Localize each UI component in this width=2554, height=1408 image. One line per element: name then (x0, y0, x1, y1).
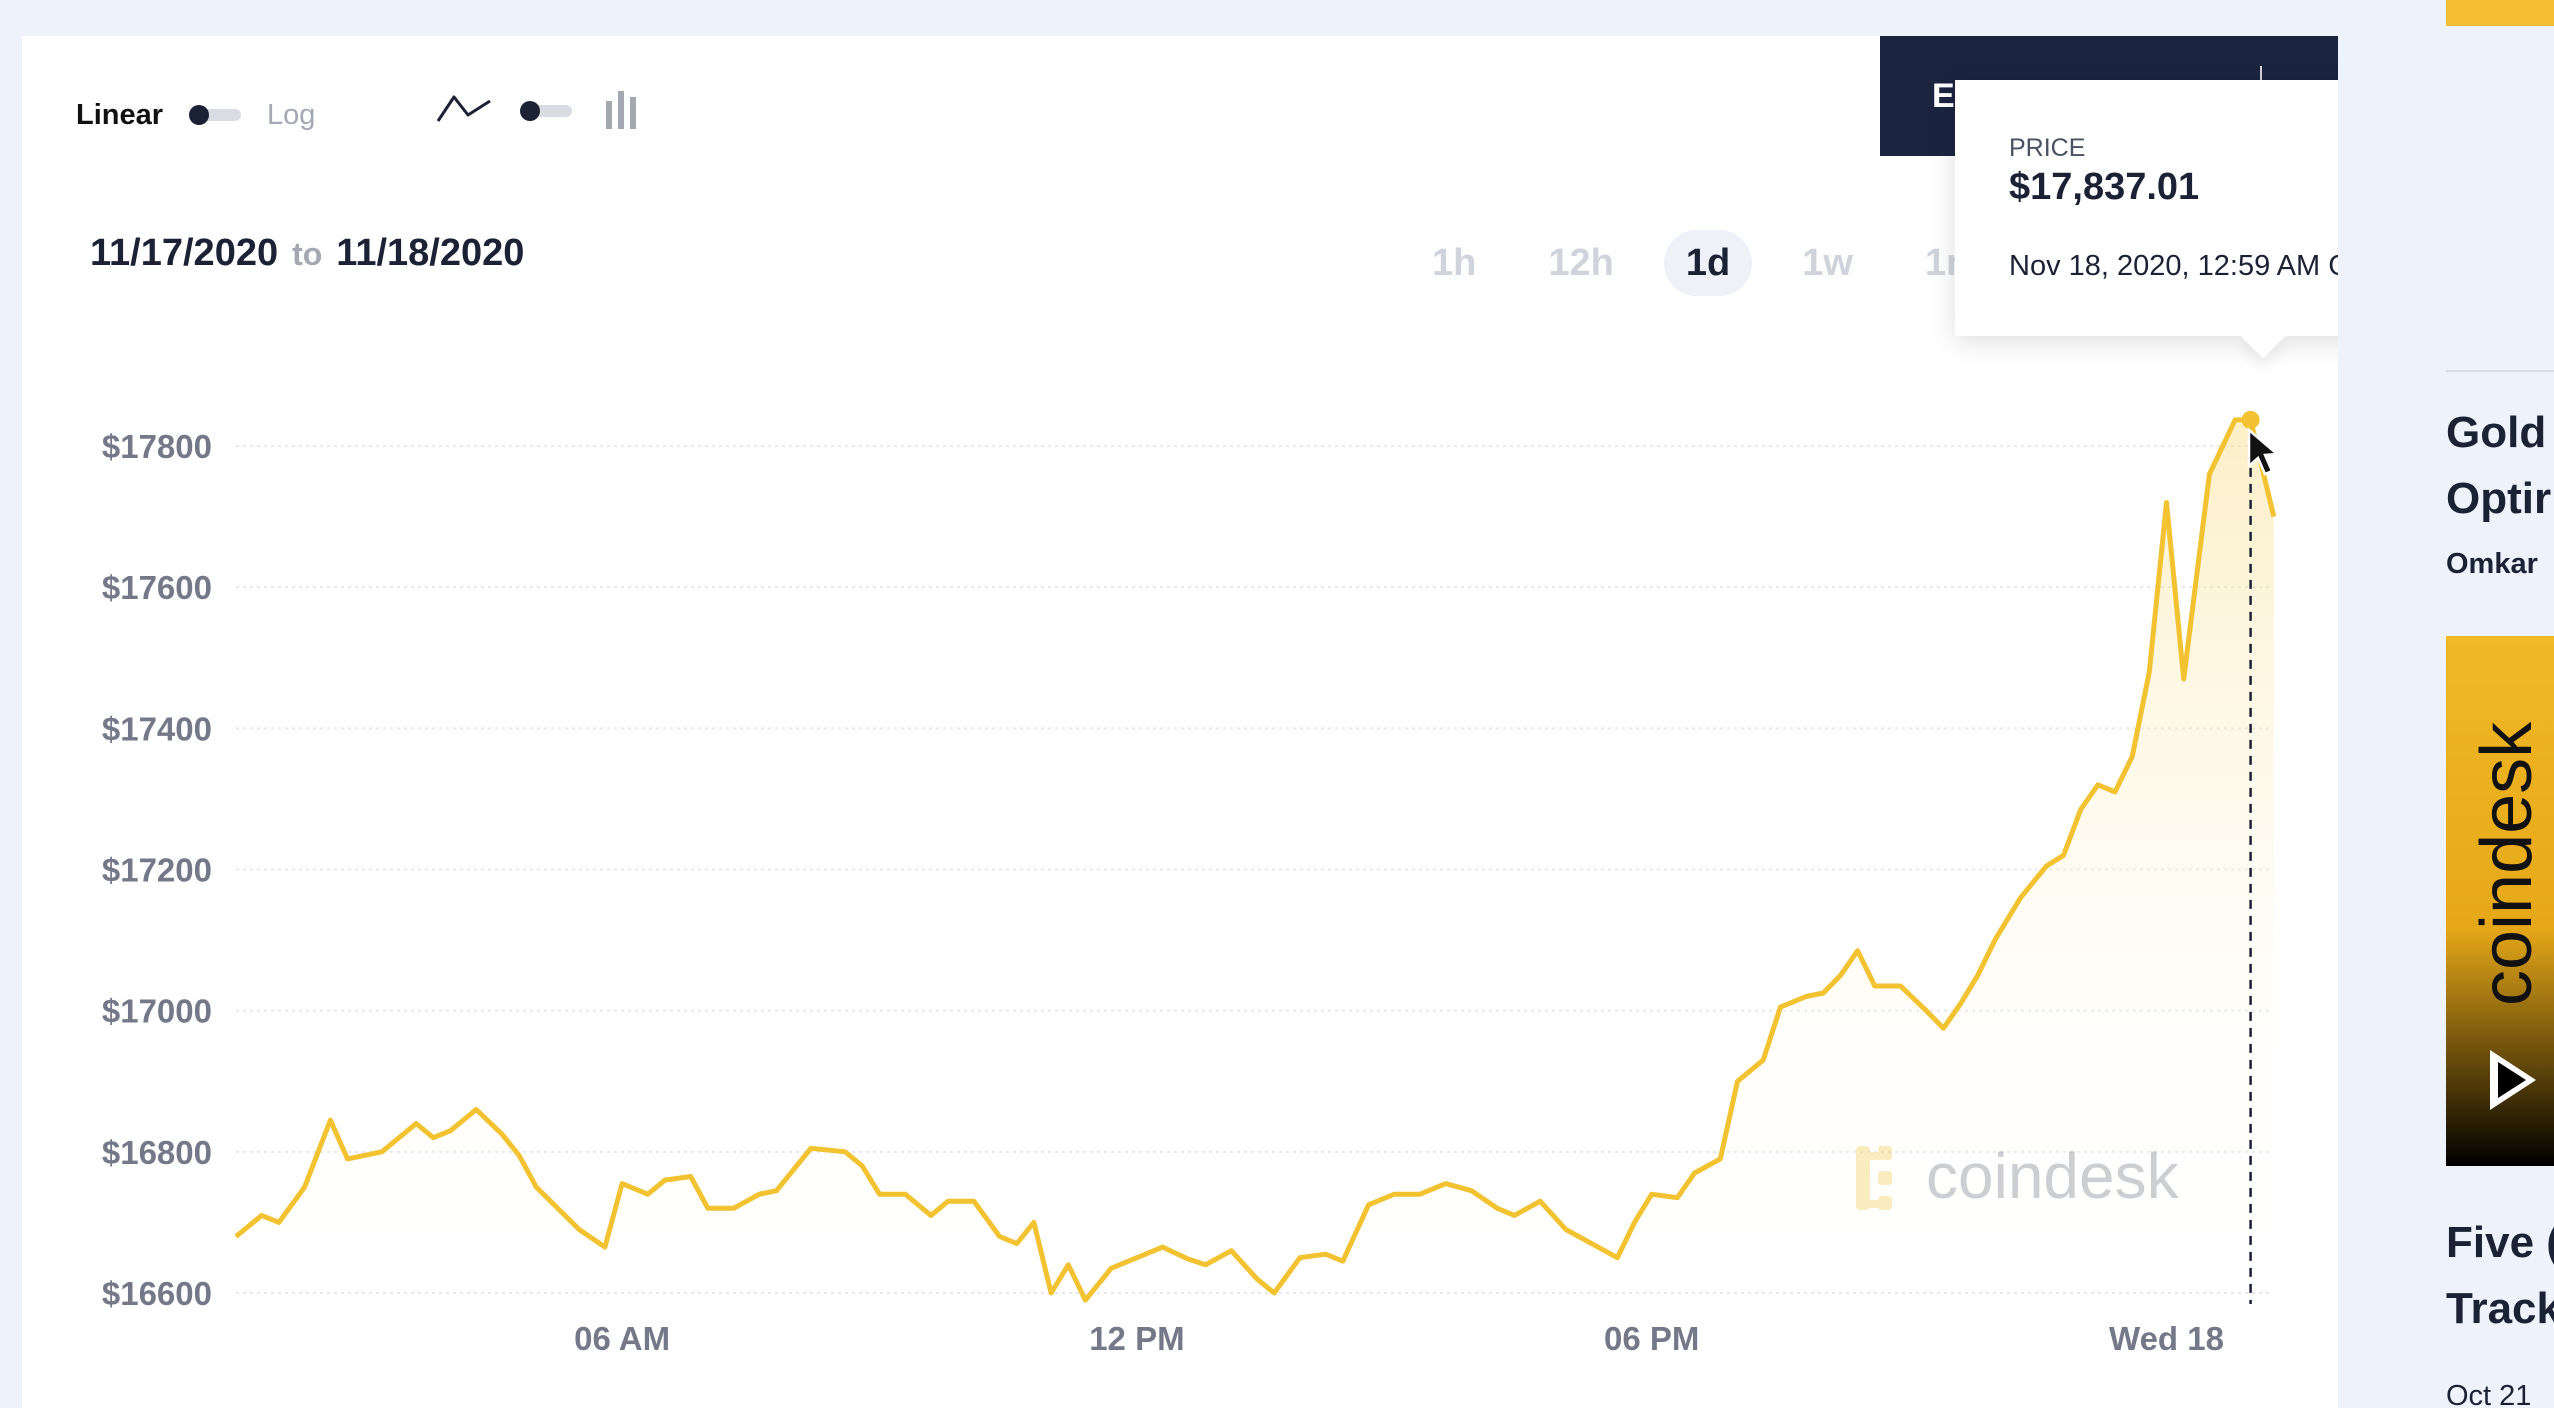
range-tabs: 1h 12h 1d 1w 1m (1410, 230, 2030, 296)
date-range: 11/17/2020 to 11/18/2020 (90, 232, 524, 275)
article-title-1[interactable]: Gold Optir (2446, 400, 2551, 532)
y-tick-label: $17200 (102, 852, 212, 889)
chart-type-switch-knob (520, 101, 540, 121)
article-author[interactable]: Omkar (2446, 548, 2538, 580)
watermark-text: coindesk (1926, 1140, 2180, 1212)
scale-switch-knob (189, 105, 210, 125)
chart-type-toggle[interactable] (434, 86, 642, 136)
tab-1d[interactable]: 1d (1663, 230, 1753, 296)
x-axis-ticks: 06 AM 12 PM 06 PM Wed 18 (574, 1320, 2224, 1357)
article-date: Oct 21 (2446, 1380, 2532, 1408)
y-tick-label: $16600 (102, 1275, 212, 1312)
video-thumbnail[interactable]: coindesk (2446, 636, 2554, 1166)
y-tick-label: $17000 (102, 993, 212, 1030)
cursor-icon (2247, 427, 2281, 476)
hover-point[interactable] (2241, 410, 2260, 429)
chart-type-switch[interactable] (520, 101, 572, 121)
sidebar-divider (2446, 370, 2554, 372)
price-line (234, 417, 2277, 1303)
grid-lines (236, 445, 2272, 1294)
date-to[interactable]: 11/18/2020 (336, 232, 525, 274)
article-title-2[interactable]: Five ( Track (2446, 1210, 2554, 1342)
price-chart: $17800 $17600 $17400 $17200 $17000 $16800 $166… (101, 410, 2281, 1357)
bar-chart-icon[interactable] (602, 87, 642, 136)
tab-12h[interactable]: 12h (1548, 242, 1614, 284)
news-sidebar: Gold Optir Omkar coindesk Five ( Track O… (2338, 0, 2554, 1408)
y-tick-label: $17800 (102, 428, 212, 465)
date-from[interactable]: 11/17/2020 (90, 232, 279, 274)
tab-1h[interactable]: 1h (1432, 242, 1477, 284)
tooltip-label: PRICE (2009, 134, 2086, 162)
y-tick-label: $16800 (102, 1134, 212, 1171)
article-title-2-line1[interactable]: Five ( (2446, 1218, 2554, 1267)
article-title-1-line2[interactable]: Optir (2446, 474, 2552, 523)
x-tick-label: Wed 18 (2109, 1320, 2224, 1357)
export-button-label: E (1932, 76, 1955, 115)
y-axis-ticks: $17800 $17600 $17400 $17200 $17000 $16800 $166… (102, 428, 212, 1312)
y-tick-label: $17400 (102, 710, 212, 747)
sidebar-accent (2446, 0, 2554, 26)
x-tick-label: 06 AM (574, 1320, 670, 1357)
tooltip-price: $17,837.01 (2009, 166, 2200, 208)
tab-1w[interactable]: 1w (1802, 242, 1853, 284)
video-brand-text: coindesk (2467, 721, 2547, 1006)
x-tick-label: 06 PM (1604, 1320, 1699, 1357)
scale-log-label[interactable]: Log (267, 98, 316, 131)
scale-toggle[interactable]: Linear Log (76, 90, 315, 140)
article-title-1-line1[interactable]: Gold (2446, 408, 2547, 457)
y-tick-label: $17600 (102, 569, 212, 606)
coindesk-watermark: coindesk (1856, 1140, 2180, 1212)
article-title-2-line2[interactable]: Track (2446, 1284, 2554, 1333)
x-tick-label: 12 PM (1089, 1320, 1184, 1357)
line-chart-icon[interactable] (434, 89, 494, 134)
play-icon-inner (2498, 1062, 2526, 1098)
scale-switch[interactable] (189, 105, 242, 125)
price-area (236, 419, 2274, 1301)
scale-linear-label[interactable]: Linear (76, 98, 164, 131)
coindesk-logo-icon (1856, 1146, 1892, 1210)
date-to-label: to (292, 236, 323, 272)
